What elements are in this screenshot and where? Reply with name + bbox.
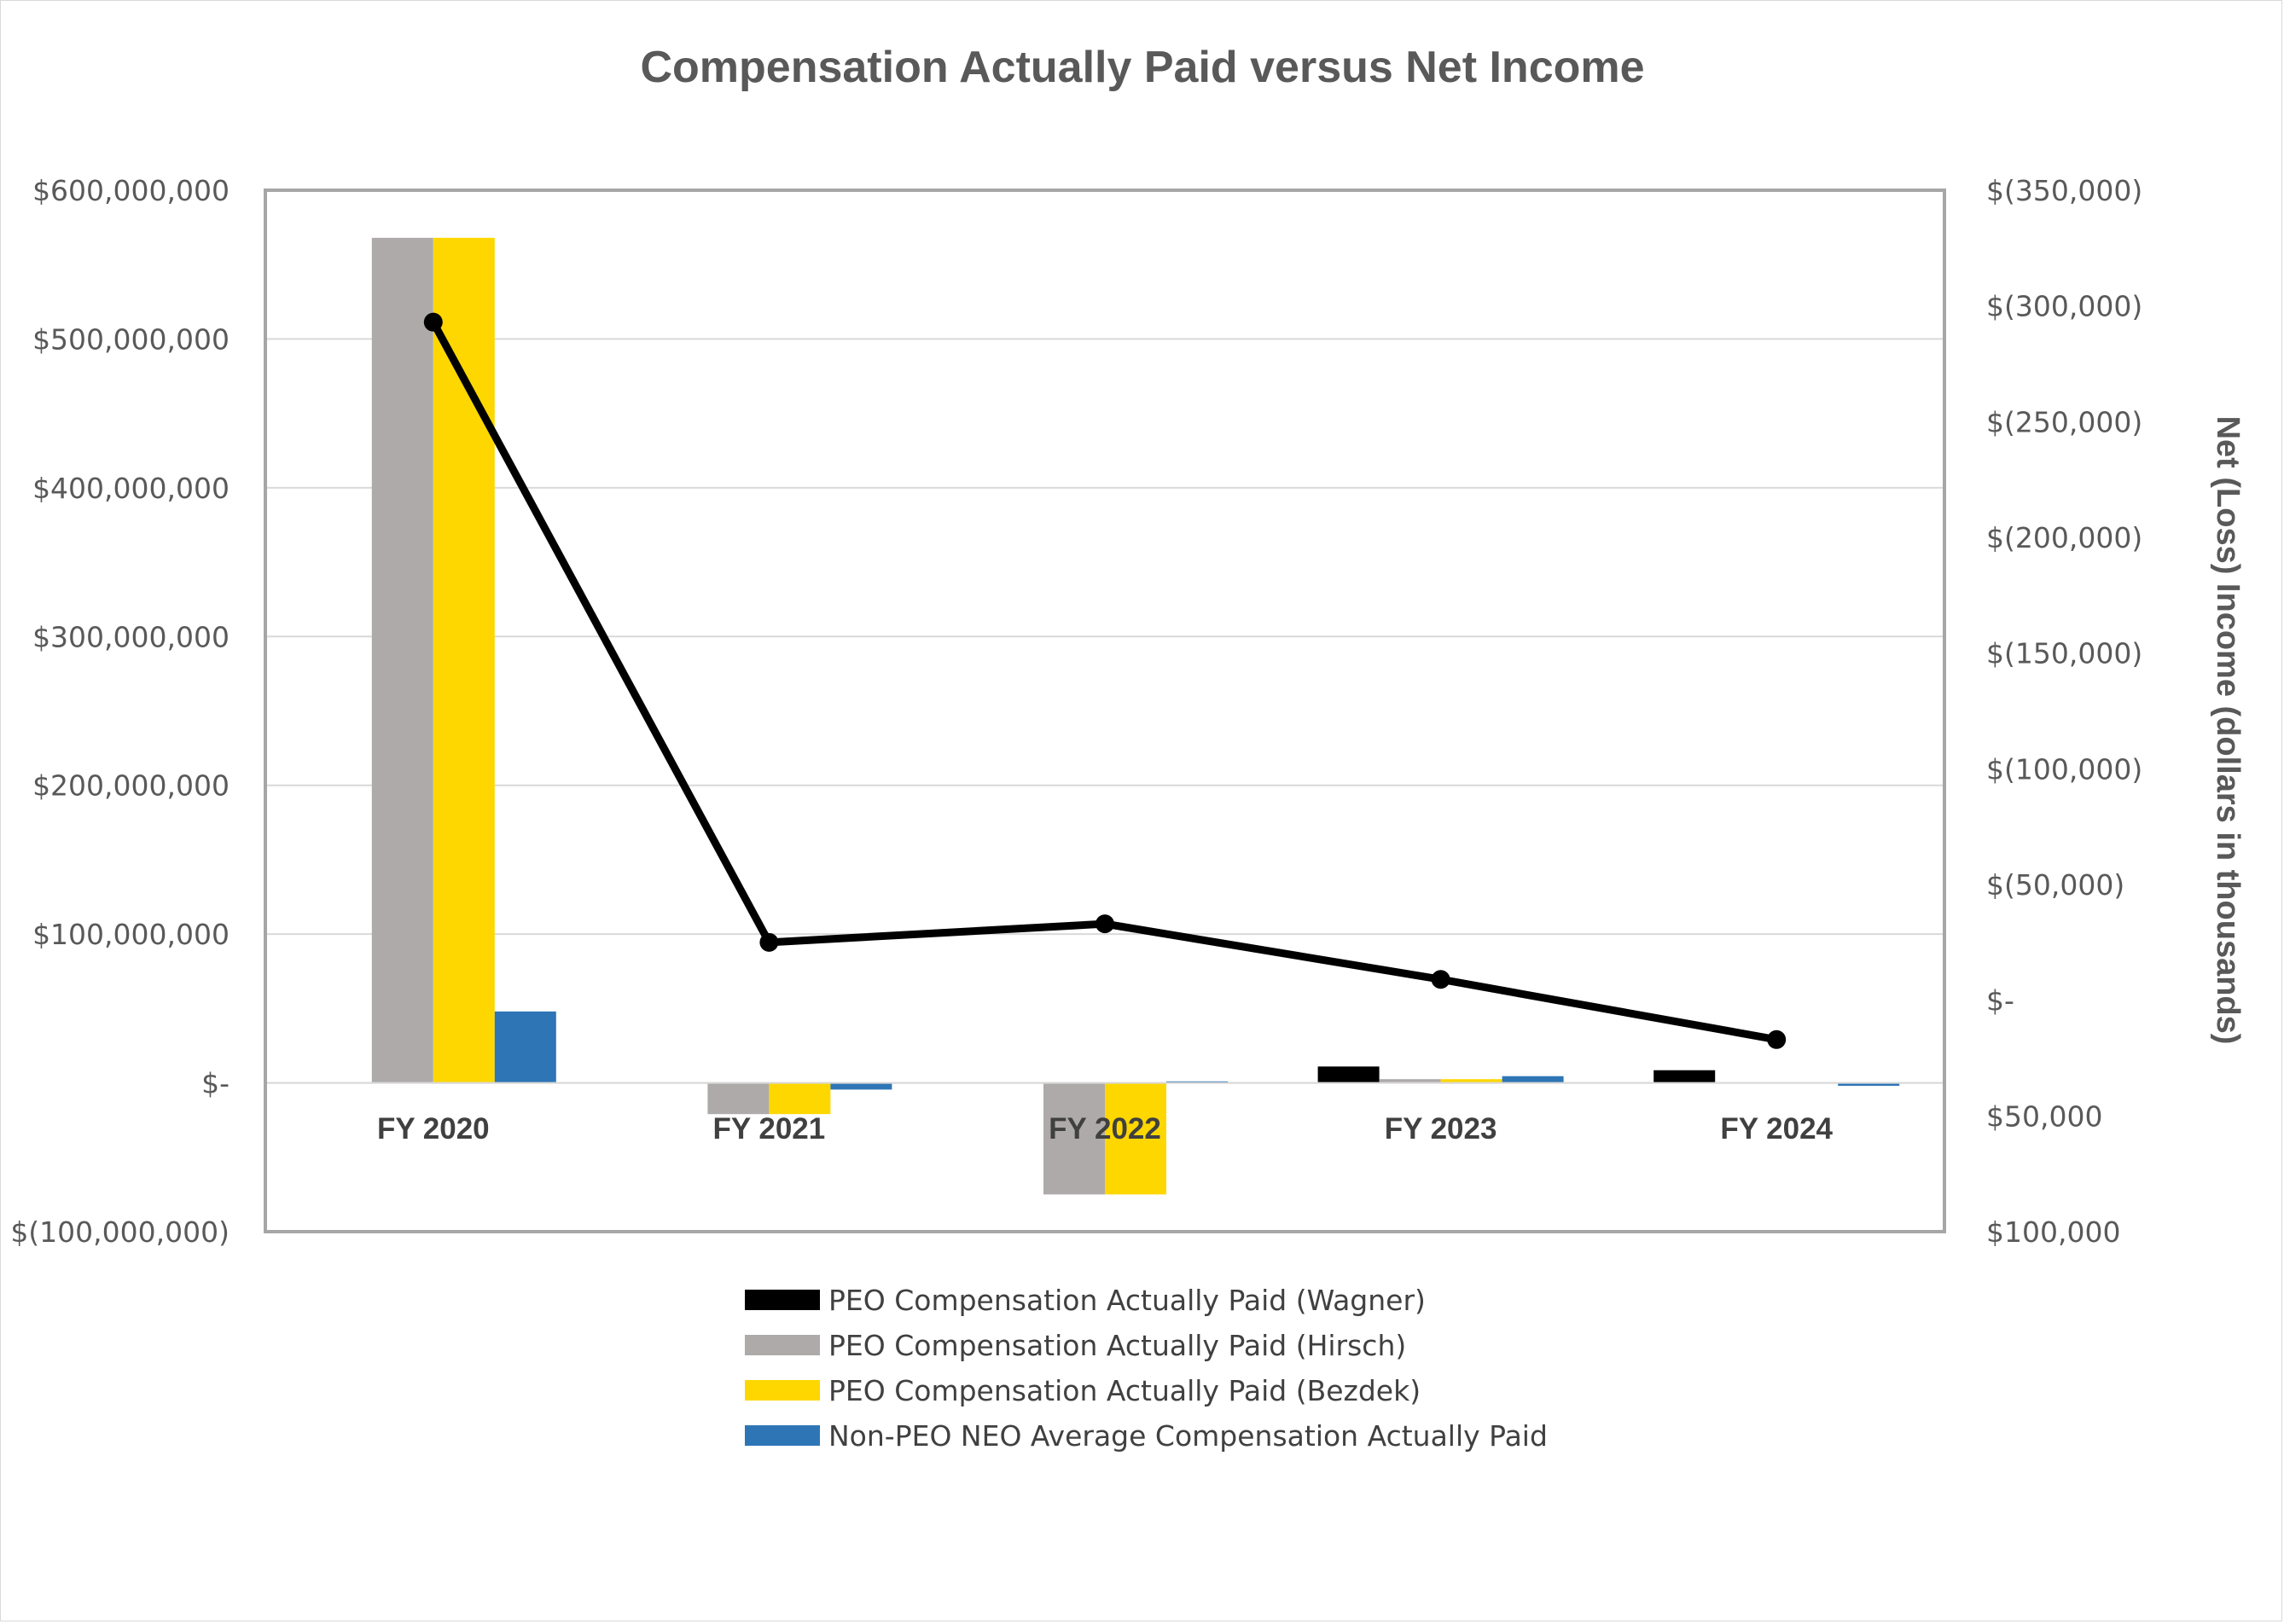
right-tick-label: $(200,000) xyxy=(1986,521,2142,554)
right-tick-label: $(250,000) xyxy=(1986,405,2142,438)
net-income-line xyxy=(423,312,1787,1049)
category-label: FY 2024 xyxy=(1720,1112,1833,1146)
category-label: FY 2022 xyxy=(1049,1112,1161,1146)
right-axis-ticks: $(350,000) $(300,000) $(250,000) $(200,000)… xyxy=(1986,174,2142,1249)
bar xyxy=(1653,1070,1716,1083)
bar xyxy=(1838,1082,1900,1087)
category-label: FY 2023 xyxy=(1385,1112,1497,1146)
bar xyxy=(1105,1082,1166,1195)
legend: PEO Compensation Actually Paid (Wagner) P… xyxy=(745,1284,1548,1453)
net-income-point xyxy=(1767,1030,1787,1049)
chart-title: Compensation Actually Paid versus Net In… xyxy=(640,43,1644,92)
net-income-point xyxy=(759,932,779,952)
left-axis-ticks: $600,000,000 $500,000,000 $400,000,000 $300… xyxy=(10,174,230,1249)
left-tick-label: $600,000,000 xyxy=(32,174,230,207)
right-tick-label: $- xyxy=(1986,984,2014,1018)
legend-entry: PEO Compensation Actually Paid (Bezdek) xyxy=(828,1374,1421,1407)
bar xyxy=(1043,1082,1105,1195)
net-income-point xyxy=(1431,970,1450,989)
right-tick-label: $(350,000) xyxy=(1986,174,2142,207)
left-tick-label: $400,000,000 xyxy=(32,472,230,505)
legend-swatch xyxy=(745,1380,820,1401)
right-tick-label: $(150,000) xyxy=(1986,637,2142,670)
plot-area-border xyxy=(264,188,1946,1233)
legend-swatch xyxy=(745,1425,820,1446)
bar xyxy=(707,1082,770,1115)
legend-swatch xyxy=(745,1335,820,1355)
bars xyxy=(265,237,1944,1195)
right-tick-label: $(100,000) xyxy=(1986,752,2142,786)
net-income-point xyxy=(1096,914,1114,934)
bar xyxy=(371,237,433,1083)
bar xyxy=(1502,1076,1564,1083)
category-label: FY 2020 xyxy=(377,1112,490,1146)
bar xyxy=(1440,1079,1502,1083)
bar xyxy=(1379,1079,1441,1083)
right-tick-label: $(300,000) xyxy=(1986,290,2142,323)
left-tick-label: $200,000,000 xyxy=(32,769,230,803)
left-tick-label: $500,000,000 xyxy=(32,322,230,356)
right-tick-label: $100,000 xyxy=(1986,1215,2120,1249)
category-label: FY 2021 xyxy=(713,1112,826,1146)
legend-swatch xyxy=(745,1290,820,1310)
bar xyxy=(769,1082,831,1115)
right-tick-label: $50,000 xyxy=(1986,1099,2102,1133)
bar xyxy=(1317,1066,1380,1083)
net-income-point xyxy=(423,312,443,332)
right-axis-title: Net (Loss) Income (dollars in thousands) xyxy=(2210,416,2246,1045)
left-tick-label: $300,000,000 xyxy=(32,620,230,653)
legend-entry: PEO Compensation Actually Paid (Hirsch) xyxy=(828,1329,1406,1362)
legend-entry: PEO Compensation Actually Paid (Wagner) xyxy=(828,1284,1426,1317)
legend-entry: Non-PEO NEO Average Compensation Actuall… xyxy=(828,1419,1548,1453)
right-tick-label: $(50,000) xyxy=(1986,868,2124,902)
category-labels: FY 2020 FY 2021 FY 2022 FY 2023 FY 2024 xyxy=(377,1112,1834,1146)
bar xyxy=(494,1011,556,1083)
bar xyxy=(433,237,495,1083)
left-tick-label: $- xyxy=(201,1067,230,1100)
bar xyxy=(830,1082,892,1090)
gridlines xyxy=(265,338,1944,1084)
left-tick-label: $(100,000,000) xyxy=(10,1215,230,1249)
left-tick-label: $100,000,000 xyxy=(32,918,230,951)
